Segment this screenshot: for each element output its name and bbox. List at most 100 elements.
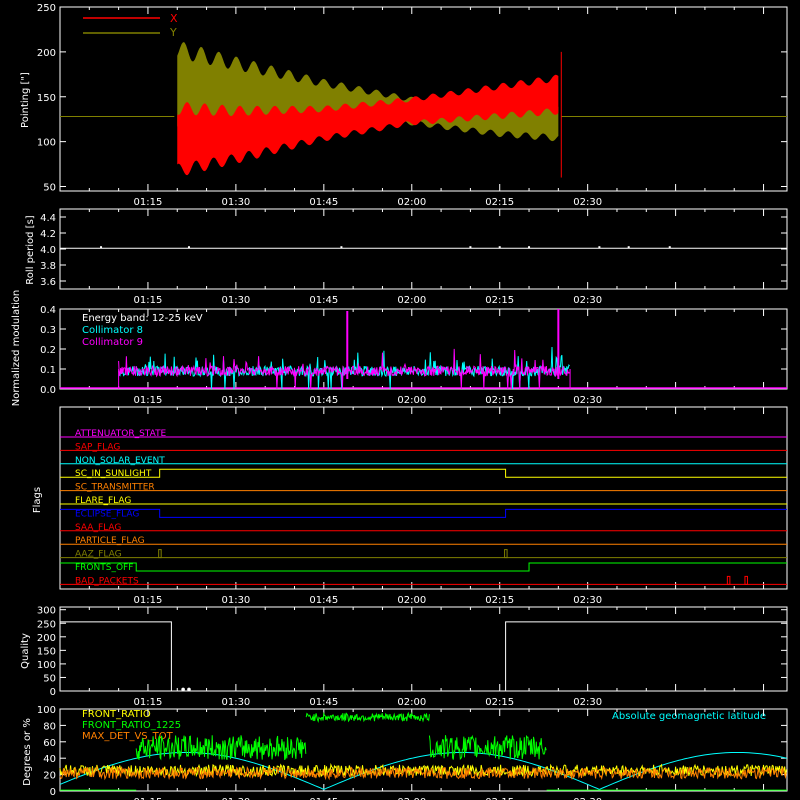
time-tick-label: 02:00 (397, 395, 426, 406)
time-tick-label: 02:15 (485, 697, 514, 708)
roll-ylabel: Roll period [s] (25, 215, 36, 284)
y-tick-label: 50 (43, 673, 56, 684)
y-tick-label: 150 (37, 93, 56, 104)
pointing-panel: Pointing ["] X Y 01:15 01:30 01:45 02:00 02:… (20, 3, 788, 208)
time-tick-label: 01:30 (221, 697, 250, 708)
y-tick-label: 150 (37, 646, 56, 657)
flag-label: BAD_PACKETS (75, 576, 139, 586)
y-tick-label: 100 (37, 705, 56, 716)
time-tick-label: 02:15 (485, 395, 514, 406)
front-ratio-1225-line (428, 734, 547, 761)
time-tick-label: 01:45 (309, 797, 338, 800)
y-tick-label: 80 (43, 721, 56, 732)
roll-panel: Roll period [s] 01:15 01:30 01:45 02:00 02:1… (25, 208, 788, 306)
y-tick-label: 300 (37, 606, 56, 617)
time-tick-label: 02:30 (573, 595, 602, 606)
legend-x-label: X (170, 12, 178, 25)
y-tick-label: 200 (37, 633, 56, 644)
quality-ylabel: Quality (20, 633, 31, 669)
flag-label: SAP_FLAG (75, 442, 120, 452)
modulation-panel: Normalized modulation Energy band: 12-25… (11, 290, 788, 407)
time-tick-label: 01:45 (309, 295, 338, 306)
time-tick-label: 02:30 (573, 395, 602, 406)
flag-label: SC_IN_SUNLIGHT (75, 469, 152, 479)
time-tick-label: 01:45 (309, 197, 338, 208)
time-tick-label: 02:00 (397, 797, 426, 800)
time-tick-label: 01:30 (221, 595, 250, 606)
energy-band-annotation: Energy band: 12-25 keV (82, 313, 203, 324)
time-tick-label: 02:15 (485, 295, 514, 306)
modulation-series-9 (118, 348, 570, 390)
modulation-ylabel-text: Normalized modulation (11, 290, 22, 407)
y-tick-label: 100 (37, 138, 56, 149)
pointing-ylabel: Pointing ["] (20, 72, 31, 128)
ratios-panel: Degrees or % FRONT_RATIO FRONT_RATIO_122… (22, 705, 788, 800)
quality-line (60, 621, 787, 692)
flag-label: PARTICLE_FLAG (75, 536, 145, 546)
flag-label: ATTENUATOR_STATE (75, 429, 167, 439)
max-det-line (59, 765, 787, 781)
time-tick-label: 02:00 (397, 295, 426, 306)
y-tick-label: 0.2 (40, 345, 56, 356)
time-tick-label: 02:30 (573, 197, 602, 208)
quality-dot (181, 687, 185, 692)
y-tick-label: 250 (37, 3, 56, 14)
time-tick-label: 02:30 (573, 697, 602, 708)
time-tick-label: 01:15 (134, 395, 163, 406)
legend-collimator-8: Collimator 8 (82, 325, 143, 336)
time-tick-label: 01:45 (309, 697, 338, 708)
y-tick-label: 250 (37, 619, 56, 630)
time-tick-label: 01:15 (134, 197, 163, 208)
time-tick-label: 02:15 (485, 595, 514, 606)
y-tick-label: 100 (37, 660, 56, 671)
time-tick-label: 02:30 (573, 797, 602, 800)
modulation-ylabel: Normalized modulation (11, 290, 22, 407)
legend-front-ratio: FRONT_RATIO (82, 709, 151, 720)
flag-label: AAZ_FLAG (75, 550, 122, 560)
y-tick-label: 0 (50, 787, 56, 798)
y-tick-label: 4.4 (40, 213, 56, 224)
legend-front-ratio-1225: FRONT_RATIO_1225 (82, 720, 181, 731)
y-tick-label: 0.0 (40, 385, 56, 396)
pointing-frame (59, 6, 788, 192)
flags-ylabel: Flags (32, 487, 43, 513)
front-ratio-1225-line (305, 711, 430, 724)
flag-blip (158, 549, 162, 559)
flags-panel: Flags 01:15 01:30 01:45 02:00 02:15 02:30 ATTE… (32, 406, 788, 606)
time-tick-label: 01:30 (221, 295, 250, 306)
ratios-frame (59, 708, 788, 792)
flag-label: SC_TRANSMITTER (75, 483, 155, 493)
flags-frame (59, 406, 788, 590)
legend-collimator-9: Collimator 9 (82, 337, 143, 348)
time-tick-label: 01:15 (134, 295, 163, 306)
y-tick-label: 3.8 (40, 261, 56, 272)
y-tick-label: 4.2 (40, 229, 56, 240)
y-tick-label: 20 (43, 771, 56, 782)
flag-line (60, 562, 787, 572)
flag-label: FLARE_FLAG (75, 496, 131, 506)
time-tick-label: 02:00 (397, 595, 426, 606)
y-tick-label: 60 (43, 738, 56, 749)
ratios-ylabel: Degrees or % (22, 718, 33, 786)
time-tick-label: 02:15 (485, 797, 514, 800)
pointing-x-band (177, 74, 559, 176)
y-tick-label: 0 (50, 687, 56, 698)
time-tick-label: 01:45 (309, 595, 338, 606)
quality-panel: Quality 01:15 01:30 01:45 02:00 02:15 02:30 0 5… (20, 606, 788, 708)
time-tick-label: 02:15 (485, 197, 514, 208)
time-tick-label: 01:15 (134, 595, 163, 606)
time-tick-label: 01:15 (134, 797, 163, 800)
time-tick-label: 01:15 (134, 697, 163, 708)
y-tick-label: 0.4 (40, 305, 56, 316)
time-tick-label: 01:30 (221, 395, 250, 406)
pointing-legend: X Y (83, 12, 178, 39)
flag-blip (744, 575, 748, 585)
flag-line (60, 468, 787, 478)
y-tick-label: 0.1 (40, 365, 56, 376)
flag-line (60, 508, 787, 518)
quality-dot (187, 687, 191, 692)
time-tick-label: 01:30 (221, 797, 250, 800)
time-tick-label: 01:45 (309, 395, 338, 406)
legend-y-label: Y (169, 26, 177, 39)
